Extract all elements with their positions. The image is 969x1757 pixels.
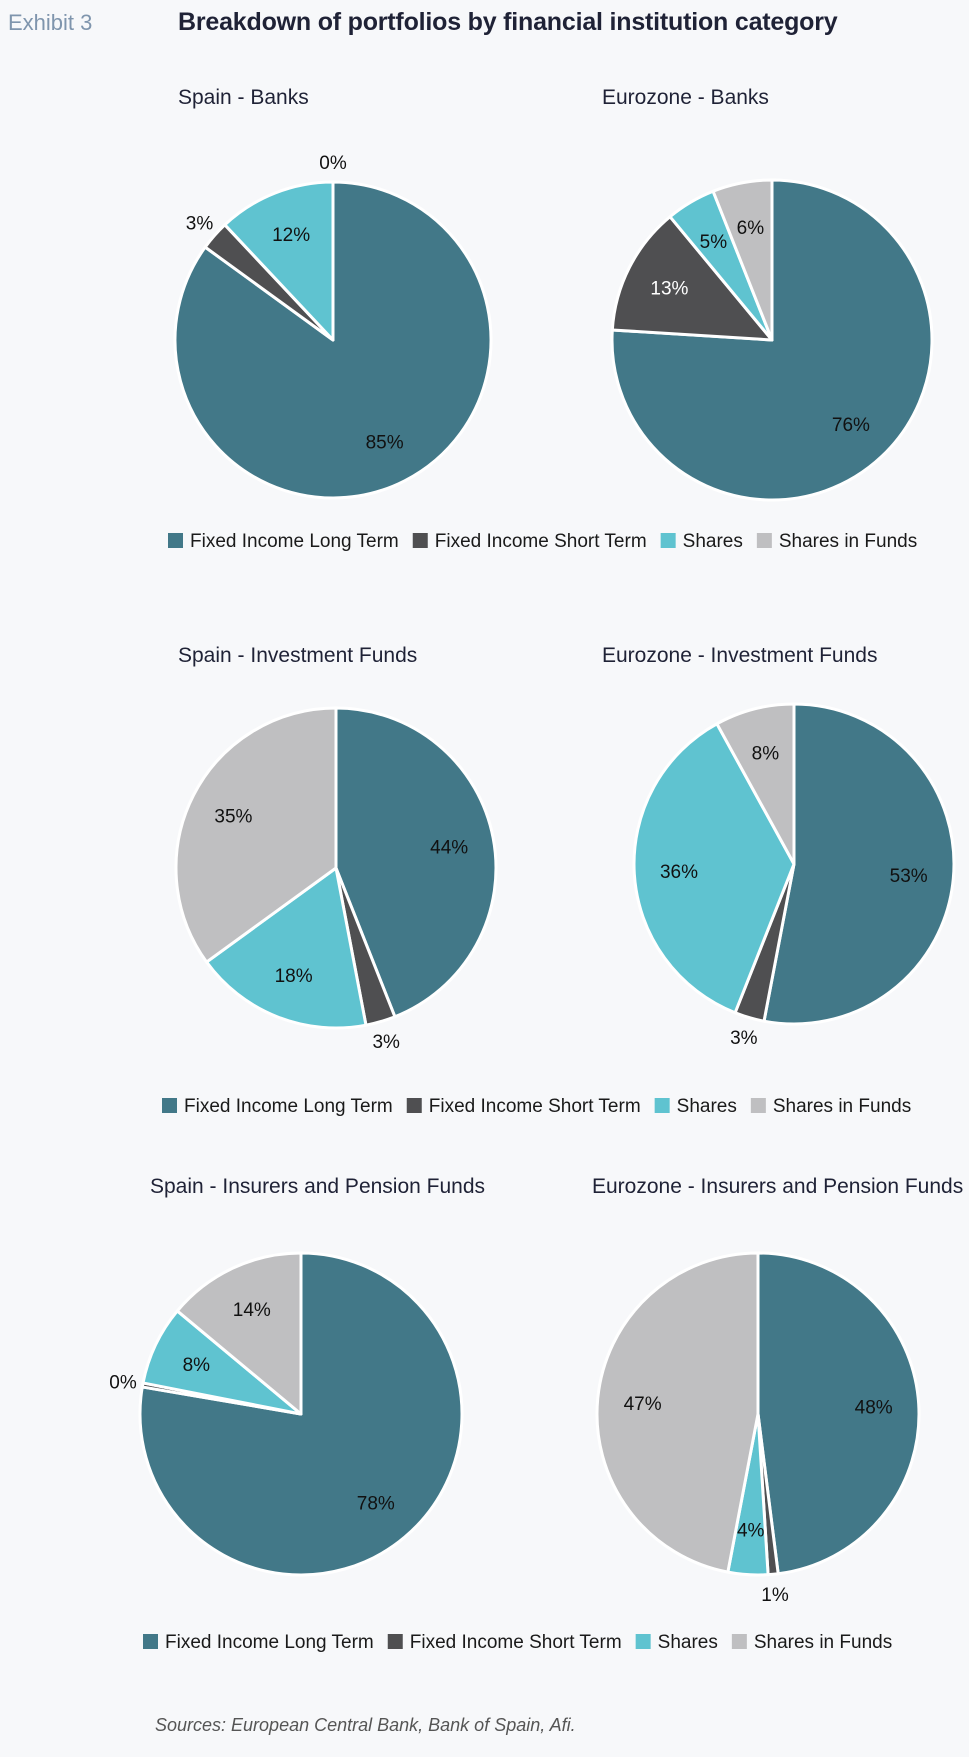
legend-swatch-fixed-income-long-term	[162, 1098, 177, 1113]
data-label: 3%	[730, 1028, 758, 1049]
pie-slice-shares-in-funds	[715, 702, 796, 866]
data-label: 78%	[357, 1494, 395, 1515]
legend-swatch-shares-in-funds	[750, 1098, 766, 1113]
data-label: 0%	[319, 153, 347, 174]
data-label: 53%	[890, 866, 928, 887]
data-label: 3%	[372, 1032, 400, 1053]
data-label: 12%	[272, 225, 310, 246]
data-label: 8%	[183, 1355, 211, 1376]
data-label: 13%	[650, 279, 688, 300]
pie-slice-shares-in-funds	[175, 1251, 303, 1416]
legend-swatch-shares	[635, 1634, 651, 1649]
legend-swatch-fixed-income-short-term	[412, 533, 428, 548]
chart-title: Spain - Insurers and Pension Funds	[150, 1175, 485, 1198]
legend-label: Shares	[683, 531, 743, 552]
pie-slice-shares-in-funds	[711, 178, 774, 342]
pie-slice-fixed-income-long-term	[762, 702, 956, 1026]
data-label: 0%	[109, 1372, 137, 1393]
legend-label: Fixed Income Short Term	[410, 1632, 622, 1653]
data-label: 4%	[737, 1521, 765, 1542]
pie-slice-shares	[205, 866, 368, 1030]
sources-note: Sources: European Central Bank, Bank of …	[155, 1715, 576, 1735]
pie-slice-fixed-income-short-term	[610, 215, 774, 342]
chart-title: Eurozone - Banks	[602, 86, 769, 109]
legend-label: Shares in Funds	[773, 1096, 911, 1117]
pie-slice-shares	[632, 722, 796, 1015]
legend-swatch-shares	[654, 1098, 670, 1113]
legend-swatch-fixed-income-long-term	[168, 533, 183, 548]
data-label: 18%	[275, 966, 313, 987]
legend-label: Shares	[677, 1096, 737, 1117]
data-label: 48%	[855, 1398, 893, 1419]
legend-label: Fixed Income Long Term	[165, 1632, 374, 1653]
legend-swatch-shares-in-funds	[756, 533, 772, 548]
exhibit-label: Exhibit 3	[8, 10, 93, 35]
chart-title: Eurozone - Insurers and Pension Funds	[592, 1175, 963, 1198]
legend-swatch-fixed-income-short-term	[406, 1098, 422, 1113]
data-label: 36%	[660, 862, 698, 883]
legend-label: Fixed Income Long Term	[184, 1096, 393, 1117]
data-label: 6%	[737, 218, 765, 239]
data-label: 5%	[700, 232, 728, 253]
legend-swatch-fixed-income-long-term	[143, 1634, 158, 1649]
page-title: Breakdown of portfolios by financial ins…	[178, 8, 838, 36]
data-label: 3%	[186, 213, 214, 234]
data-label: 85%	[366, 432, 404, 453]
data-label: 76%	[832, 415, 870, 436]
legend-label: Shares	[658, 1632, 718, 1653]
legend-label: Shares in Funds	[779, 531, 917, 552]
data-label: 35%	[214, 807, 252, 828]
pie-slice-shares	[223, 180, 335, 342]
chart-title: Spain - Investment Funds	[178, 644, 417, 667]
legend-label: Fixed Income Short Term	[435, 531, 647, 552]
pie-slice-shares-in-funds	[595, 1251, 760, 1574]
legend-swatch-shares-in-funds	[731, 1634, 747, 1649]
pie-slice-fixed-income-long-term	[756, 1251, 921, 1576]
pie-slice-shares-in-funds	[174, 706, 338, 964]
data-label: 44%	[430, 837, 468, 858]
legend-label: Shares in Funds	[754, 1632, 892, 1653]
legend-swatch-shares	[660, 533, 676, 548]
chart-title: Spain - Banks	[178, 86, 309, 109]
legend-label: Fixed Income Short Term	[429, 1096, 641, 1117]
chart-title: Eurozone - Investment Funds	[602, 644, 877, 667]
pie-slice-fixed-income-long-term	[334, 706, 498, 1019]
legend-swatch-fixed-income-short-term	[387, 1634, 403, 1649]
legend-label: Fixed Income Long Term	[190, 531, 399, 552]
data-label: 47%	[624, 1394, 662, 1415]
data-label: 8%	[752, 743, 780, 764]
data-label: 14%	[233, 1300, 271, 1321]
data-label: 1%	[761, 1585, 789, 1606]
